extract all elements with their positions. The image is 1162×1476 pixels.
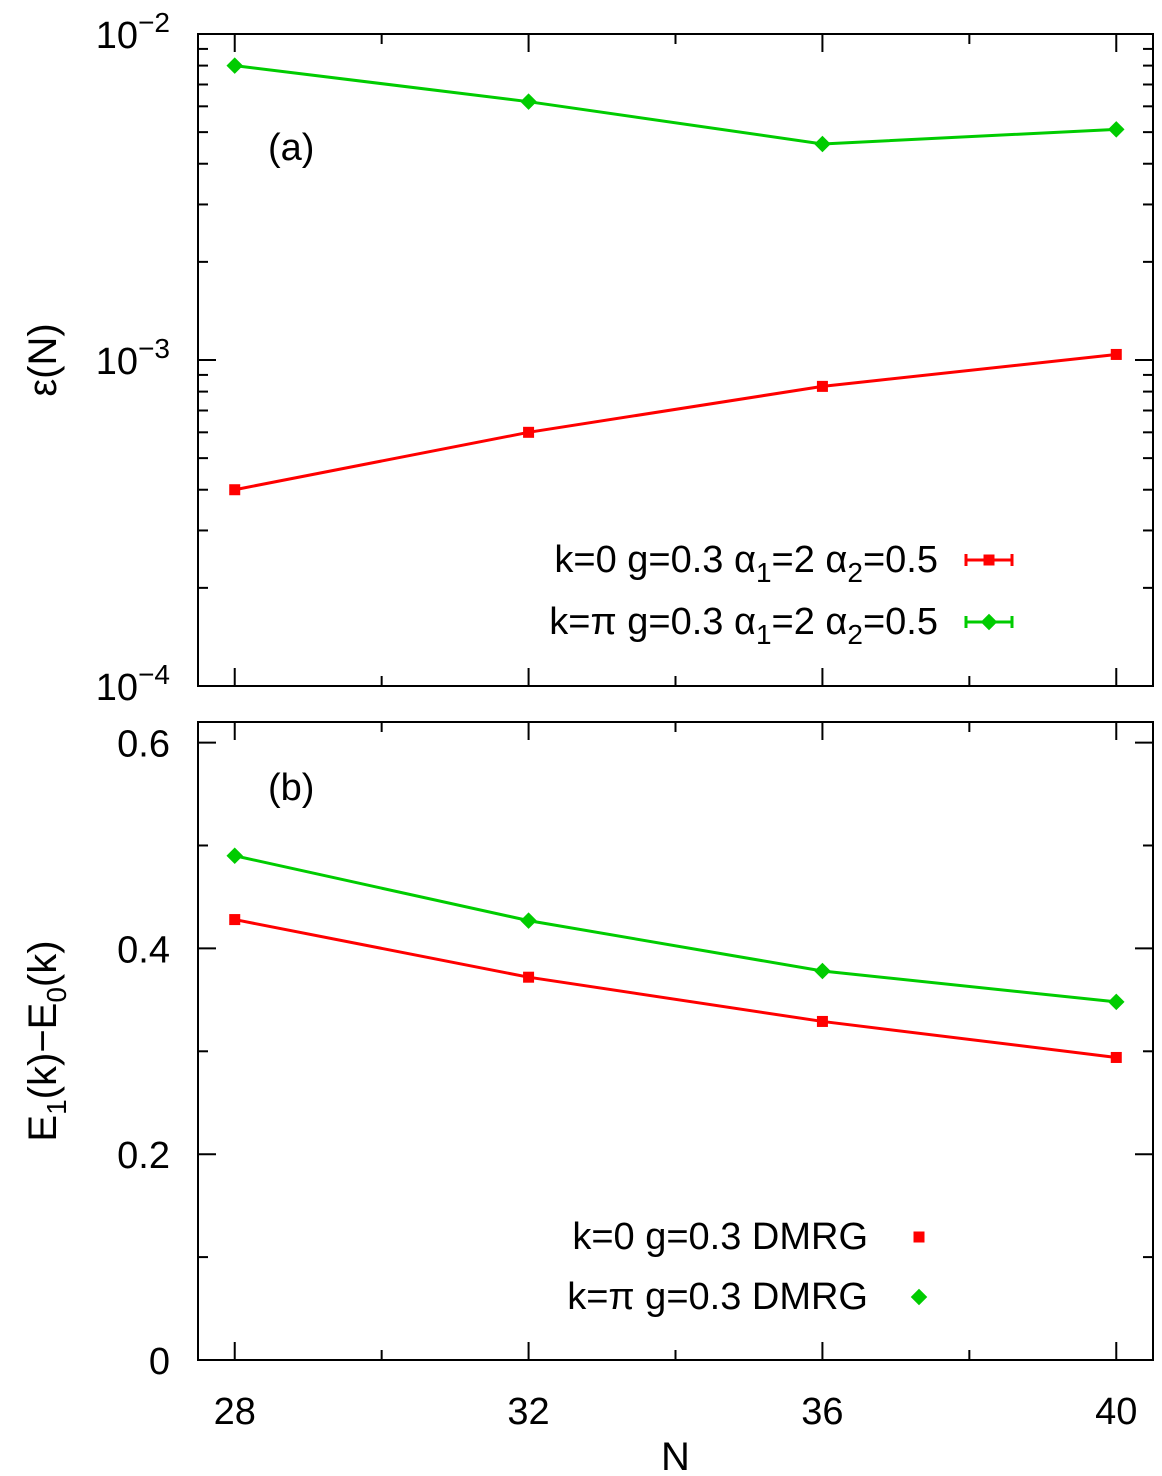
panel-a-legend: k=0 g=0.3 α1=2 α2=0.5k=π g=0.3 α1=2 α2=0… [549,539,1014,650]
text-part: =2 α [772,539,848,581]
legend-marker [913,1231,925,1243]
panel-b-frame [197,721,1154,1361]
panel-a-series [226,57,1125,496]
series-line [234,352,1117,492]
x-tick-label: 32 [507,1391,549,1433]
tick-base: 10 [96,667,138,709]
tick-base: 10 [96,15,138,57]
text-part: =2 α [772,601,848,643]
y-tick-label: 10−2 [96,7,170,57]
data-point [1110,1051,1122,1063]
legend-entry-label: k=0 g=0.3 α1=2 α2=0.5 [554,539,938,588]
y-tick-label: 10−3 [96,333,170,383]
series-line [234,918,1117,1059]
panel-a: 10−210−310−4 (a) ε(N) k=0 g=0.3 α1=2 α2=… [21,7,1154,709]
legend-marker [980,613,998,631]
text-part: (k) [21,940,65,987]
panel-b-ticks [198,722,1153,1361]
series-line [234,64,1117,146]
data-point [226,57,243,74]
data-point [816,1015,828,1027]
series-line [234,854,1117,1004]
panel-b-label: (b) [268,767,314,809]
data-point [229,914,241,926]
text-part: k=0 g=0.3 α [554,539,756,581]
tick-exponent: −2 [138,7,170,38]
panel-b-y-axis-label: E1(k)−E0(k) [21,940,72,1141]
legend-entry-label: k=π g=0.3 DMRG [567,1276,868,1318]
data-point [1108,993,1125,1011]
data-point [229,484,241,496]
subscript: 2 [847,619,863,650]
panel-a-label: (a) [268,127,314,169]
text-part: E [21,1115,65,1142]
y-tick-label: 0.2 [117,1135,170,1177]
legend-marker [983,554,995,566]
subscript: 2 [847,557,863,588]
panel-b-series [226,847,1125,1063]
tick-exponent: −3 [138,333,170,364]
y-tick-label: 10−4 [96,659,170,709]
y-tick-label: 0.6 [117,724,170,766]
data-point [226,847,243,865]
legend-entry-label: k=π g=0.3 α1=2 α2=0.5 [549,601,938,650]
panel-b: 00.20.40.6 28 32 36 40 (b) E1(k)−E0(k) N k=… [21,721,1154,1476]
y-tick-label: 0.4 [117,929,170,971]
text-part: =0.5 [863,601,938,643]
panel-b-y-tick-labels: 0 0.2 0.4 0.6 [117,724,170,1383]
subscript: 1 [41,1099,72,1115]
data-point [1108,121,1125,138]
subscript: 1 [756,557,772,588]
data-point [520,93,537,110]
text-part: k=π g=0.3 α [549,601,756,643]
text-part: (k)−E [21,1003,65,1100]
data-point [814,962,831,980]
data-point [814,135,831,153]
x-tick-label: 36 [801,1391,843,1433]
x-tick-label: 28 [214,1391,256,1433]
subscript: 1 [756,619,772,650]
tick-exponent: −4 [138,659,170,690]
x-tick-labels: 28 32 36 40 [214,1391,1138,1433]
data-point [520,912,537,929]
data-point [523,971,535,983]
panel-a-frame [197,33,1154,687]
subscript: 0 [41,987,72,1003]
panel-a-ticks [198,33,1153,687]
legend-entry-label: k=0 g=0.3 DMRG [572,1216,868,1258]
panel-b-legend: k=0 g=0.3 DMRG k=π g=0.3 DMRG [567,1216,928,1318]
y-tick-label: 0 [149,1341,170,1383]
data-point [1110,348,1122,360]
legend-marker [910,1288,928,1306]
panel-a-y-tick-labels: 10−210−310−4 [96,7,170,709]
x-tick-label: 40 [1095,1391,1137,1433]
panel-a-y-axis-label: ε(N) [21,323,65,396]
text-part: =0.5 [863,539,938,581]
x-axis-label: N [661,1435,690,1476]
data-point [816,380,828,392]
data-point [523,426,535,438]
tick-base: 10 [96,341,138,383]
